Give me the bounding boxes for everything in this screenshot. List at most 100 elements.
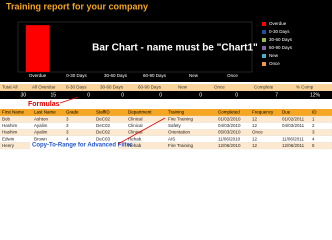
table-cell: Rehab (128, 143, 142, 148)
table-cell: Ayalim (34, 123, 48, 128)
table-cell: 12 (252, 143, 258, 148)
legend-label: Once (269, 61, 280, 66)
table-cell: 4 (66, 136, 69, 141)
table-header: Last Name (34, 110, 56, 115)
table-cell: Once (252, 130, 263, 135)
legend-label: New (269, 53, 279, 58)
table-header-bg (0, 109, 332, 116)
table-cell: 11/06/2010 (218, 136, 241, 141)
summary-header: % Comp (296, 85, 314, 90)
x-tick-label: Overdue (29, 73, 47, 78)
legend-swatch (262, 54, 266, 58)
x-tick-label: Once (227, 73, 238, 78)
table-cell: 01/02/2010 (218, 116, 241, 121)
table-row-bg (0, 142, 332, 150)
screenshot: Training report for your company Overdue… (0, 0, 332, 150)
table-header: Completed (218, 110, 240, 115)
x-tick-label: 30-60 Days (104, 73, 128, 78)
x-tick-label: 0-30 Days (66, 73, 87, 78)
table-cell: Fire Training (168, 143, 194, 148)
table-cell: DeC02 (96, 116, 111, 121)
summary-header-bg (0, 84, 332, 91)
dashboard-background (0, 0, 332, 82)
table-cell: DeC02 (96, 123, 111, 128)
table-cell: Bob (2, 116, 11, 121)
table-cell: Rehab (128, 136, 142, 141)
table-cell: 2 (312, 123, 315, 128)
legend-swatch (262, 46, 266, 50)
table-cell: Edwin (2, 136, 15, 141)
bar (25, 25, 50, 72)
arrow (117, 117, 166, 145)
chart-annotation: Bar Chart - name must be "Chart1" (92, 43, 258, 54)
annotation-bg (30, 141, 118, 149)
table-cell: Henry (2, 143, 15, 148)
table-header: Grade (66, 110, 79, 115)
table-cell: 3 (66, 116, 69, 121)
summary-header: 30-60 Days (100, 85, 124, 90)
summary-value: 30 (20, 92, 26, 98)
legend-label: Overdue (269, 21, 287, 26)
table-cell: 04/03/2011 (282, 123, 305, 128)
summary-header: 0-30 Days (66, 85, 87, 90)
table-cell: Clinical (128, 123, 143, 128)
table-cell: 05/03/2010 (218, 130, 241, 135)
table-cell: Brown (34, 136, 47, 141)
table-cell: 12 (252, 123, 258, 128)
summary-header: New (178, 85, 188, 90)
summary-values-bg (0, 91, 332, 99)
table-header: Training (168, 110, 185, 115)
table-cell: 01/02/2011 (282, 116, 305, 121)
legend-swatch (262, 30, 266, 34)
table-cell: 11/06/2011 (282, 136, 304, 141)
legend-label: 30-60 Days (269, 37, 293, 42)
summary-value: 7 (275, 92, 278, 98)
table-cell: AIS (168, 136, 175, 141)
table-cell: 04/03/2010 (218, 123, 241, 128)
table-cell: Hashim (2, 123, 18, 128)
summary-value: 0 (121, 92, 124, 98)
summary-value: 15 (50, 92, 56, 98)
title: Training report for your company (6, 1, 148, 11)
table-cell: Safety (168, 123, 182, 128)
summary-header: Once (214, 85, 225, 90)
table-cell: Clinical (128, 130, 143, 135)
summary-value: 0 (199, 92, 202, 98)
summary-value: 12% (310, 92, 321, 98)
summary-value: 0 (159, 92, 162, 98)
table-header: ID (312, 110, 317, 115)
table-cell: 3 (312, 130, 315, 135)
table-cell: 3 (66, 123, 69, 128)
legend-swatch (262, 62, 266, 66)
table-row-bg (0, 129, 332, 136)
table-cell: Hashim (2, 130, 18, 135)
table-annotation: Copy-To-Range for Advanced Filter (32, 143, 133, 149)
table-header: Frequency (252, 110, 274, 115)
table-cell: 3 (66, 130, 69, 135)
summary-value: 0 (87, 92, 90, 98)
summary-annotation: Formulas (28, 101, 60, 108)
table-header: First Name (2, 110, 24, 115)
x-tick-label: New (189, 73, 199, 78)
table-cell: 12 (252, 136, 258, 141)
table-cell: 12/06/2011 (282, 143, 305, 148)
legend-label: 0-30 Days (269, 29, 290, 34)
table-cell: 5 (312, 143, 315, 148)
table-cell: 12 (252, 116, 258, 121)
table-cell: DeC03 (96, 136, 111, 141)
table-cell: Ashton (34, 116, 49, 121)
summary-header: All Overdue (32, 85, 56, 90)
summary-header: Total All (2, 85, 18, 90)
table-cell: Ayalim (34, 130, 48, 135)
legend-label: 60-90 Days (269, 45, 293, 50)
table-header: Department (128, 110, 152, 115)
table-cell: 1 (312, 116, 315, 121)
table-header: StaffID (96, 110, 110, 115)
x-tick-label: 60-90 Days (143, 73, 167, 78)
table-cell: 12/06/2010 (218, 143, 241, 148)
summary-header: Complete (254, 85, 274, 90)
summary-header: 60-90 Days (138, 85, 162, 90)
table-cell: Clinical (128, 116, 143, 121)
legend-swatch (262, 22, 266, 26)
plot-area (17, 21, 253, 73)
